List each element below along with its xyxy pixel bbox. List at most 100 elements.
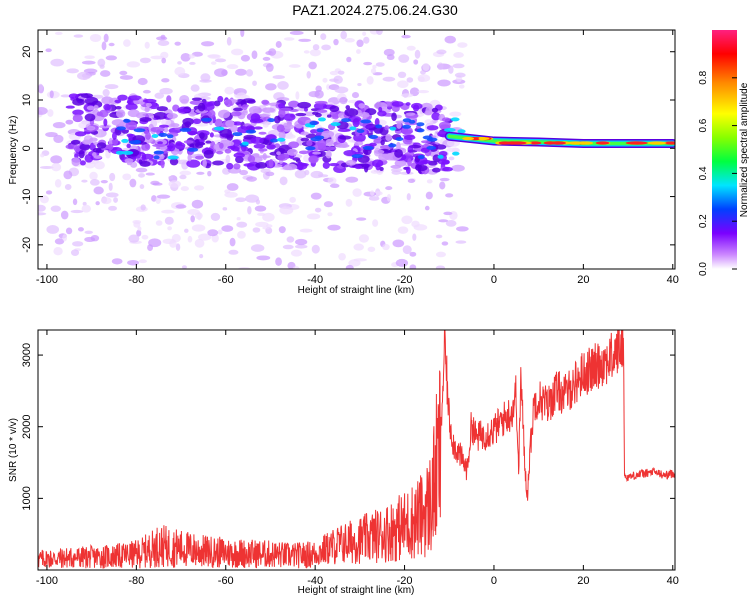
heatmap-cell xyxy=(452,151,460,156)
heatmap-cell xyxy=(370,68,377,74)
heatmap-cell xyxy=(92,147,102,153)
heatmap-cell xyxy=(157,141,163,145)
heatmap-cell xyxy=(236,221,248,228)
heatmap-cell xyxy=(249,118,264,124)
heatmap-ridge-core xyxy=(647,141,667,145)
heatmap-cell xyxy=(139,117,152,123)
heatmap-cell xyxy=(283,37,295,41)
heatmap-cell xyxy=(155,220,163,226)
heatmap-cell xyxy=(439,177,450,182)
heatmap-cell xyxy=(327,177,337,185)
heatmap-cell xyxy=(104,84,119,90)
heatmap-cell xyxy=(363,36,370,44)
heatmap-cell xyxy=(229,237,236,247)
heatmap-cell xyxy=(395,137,404,142)
heatmap-cell xyxy=(174,66,186,76)
heatmap-cell xyxy=(65,144,79,150)
heatmap-cell xyxy=(174,41,181,46)
heatmap-cell xyxy=(318,117,326,122)
heatmap-cell xyxy=(345,264,354,269)
heatmap-cell xyxy=(386,194,392,202)
heatmap-cell xyxy=(93,104,99,110)
heatmap-cell xyxy=(175,204,187,209)
heatmap-cell xyxy=(225,120,235,128)
heatmap-cell xyxy=(89,33,102,43)
heatmap-cell xyxy=(207,54,220,58)
heatmap-cell xyxy=(309,49,321,57)
heatmap-cell xyxy=(329,105,340,113)
heatmap-cell xyxy=(383,48,395,57)
heatmap-cell xyxy=(111,258,123,265)
heatmap-cell xyxy=(345,176,359,183)
heatmap-cell xyxy=(72,109,84,116)
heatmap-cell xyxy=(278,107,292,112)
heatmap-cell xyxy=(40,153,45,158)
heatmap-ridge-core xyxy=(595,141,610,145)
heatmap-cell xyxy=(84,230,93,235)
heatmap-cell xyxy=(405,112,416,116)
heatmap-cell xyxy=(451,164,465,172)
heatmap-cell xyxy=(360,111,370,118)
heatmap-cell xyxy=(401,215,413,225)
heatmap-cell xyxy=(391,112,397,121)
heatmap-cell xyxy=(434,144,447,150)
heatmap-cell xyxy=(150,55,165,60)
heatmap-cell xyxy=(326,114,332,118)
heatmap-cell xyxy=(186,159,201,168)
heatmap-cell xyxy=(424,119,434,125)
heatmap-cell xyxy=(202,159,207,168)
heatmap-cell xyxy=(66,68,79,74)
heatmap-cell xyxy=(412,233,417,241)
heatmap-cell xyxy=(145,172,155,176)
heatmap-cell xyxy=(295,91,300,100)
heatmap-cell xyxy=(38,212,47,216)
heatmap-cell xyxy=(431,107,439,113)
snr-background xyxy=(38,330,675,570)
heatmap-cell xyxy=(191,97,203,101)
heatmap-cell xyxy=(160,34,166,40)
heatmap-cell xyxy=(158,124,169,129)
heatmap-cell xyxy=(345,159,357,166)
heatmap-cell xyxy=(135,167,148,173)
heatmap-cell xyxy=(253,126,263,130)
heatmap-cell xyxy=(197,233,212,241)
heatmap-cell xyxy=(373,102,388,110)
heatmap-cell xyxy=(343,149,357,157)
heatmap-cell xyxy=(328,78,339,82)
heatmap-cell xyxy=(167,155,179,160)
heatmap-cell xyxy=(295,112,307,117)
heatmap-cell xyxy=(437,79,451,87)
heatmap-cell xyxy=(443,211,453,216)
heatmap-cell xyxy=(191,199,204,209)
colorbar-gradient xyxy=(712,30,737,269)
heatmap-cell xyxy=(315,85,322,93)
heatmap-cell xyxy=(156,194,171,199)
heatmap-cell xyxy=(166,134,174,139)
heatmap-cell xyxy=(168,175,174,180)
heatmap-cell xyxy=(322,77,328,83)
heatmap-cell xyxy=(198,132,205,139)
snr-x-tick-label: 20 xyxy=(577,575,589,587)
heatmap-cell xyxy=(389,126,397,131)
heatmap-cell xyxy=(358,234,370,243)
heatmap-cell xyxy=(210,212,221,221)
heatmap-cell xyxy=(441,241,449,246)
heatmap-cell xyxy=(418,76,425,83)
heatmap-cell xyxy=(93,186,104,195)
heatmap-cell xyxy=(339,96,348,105)
heatmap-cell xyxy=(265,63,274,72)
heatmap-cell xyxy=(38,204,46,212)
spectrogram-y-tick-label: 20 xyxy=(21,46,33,58)
heatmap-cell xyxy=(121,138,129,143)
heatmap-cell xyxy=(219,142,224,149)
heatmap-ridge-core xyxy=(478,137,487,141)
heatmap-cell xyxy=(414,164,428,172)
heatmap-cell xyxy=(226,36,232,46)
heatmap-cell xyxy=(70,139,81,145)
heatmap-cell xyxy=(207,229,219,237)
heatmap-cell xyxy=(125,103,138,111)
heatmap-cell xyxy=(115,150,124,155)
heatmap-cell xyxy=(99,70,111,77)
heatmap-cell xyxy=(314,207,322,213)
spectrogram-x-tick-label: 0 xyxy=(491,274,497,286)
